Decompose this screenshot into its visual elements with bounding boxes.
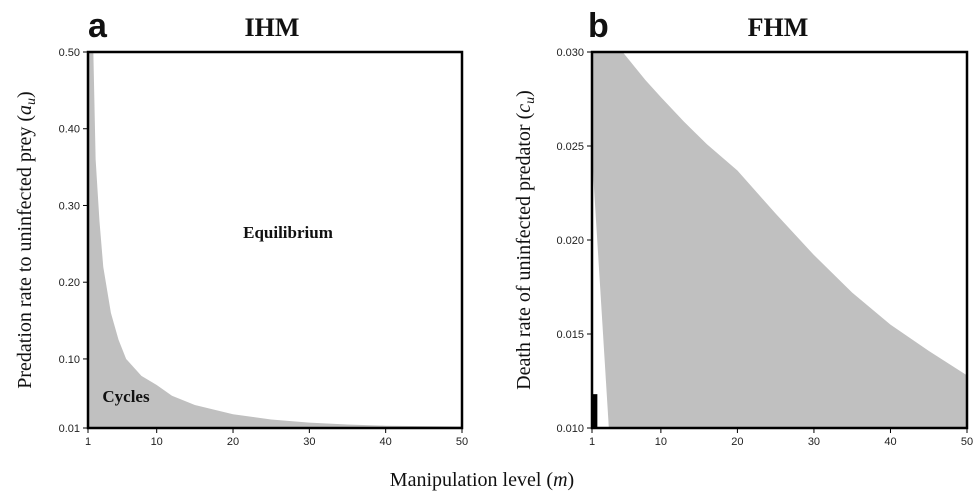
- panel-b-title: FHM: [748, 13, 809, 42]
- panel-b-ticks: 1 10 20 30 40 50 0.010 0.015 0.020 0.025 0.030: [556, 47, 973, 448]
- a-ytick-label: 0.20: [59, 277, 80, 289]
- panel-a-ylabel: Predation rate to uninfected prey (au): [14, 91, 39, 388]
- panel-a-ticks: 1 10 20 30 40 50 0.01 0.10 0.20 0.30 0.40 0.50: [59, 47, 469, 448]
- region-label-cycles: Cycles: [102, 387, 150, 406]
- a-xtick-label: 30: [303, 436, 315, 448]
- black-region-bar: [592, 394, 598, 428]
- a-ytick-label: 0.50: [59, 47, 80, 59]
- a-ytick-label: 0.01: [59, 423, 80, 435]
- a-ytick-label: 0.10: [59, 354, 80, 366]
- panel-a-ylabel-var: a: [14, 105, 36, 115]
- b-xtick-label: 1: [589, 436, 595, 448]
- panel-b-ylabel-text: Death rate of uninfected predator: [513, 124, 535, 390]
- b-xtick-label: 40: [884, 436, 896, 448]
- shared-xlabel: Manipulation level (m): [390, 469, 574, 491]
- panel-a-ylabel-sub: u: [24, 98, 39, 105]
- b-ytick-label: 0.010: [556, 423, 584, 435]
- panel-a: a IHM 1 10 20 30 40 50 0.01 0.10 0.20 0.30 0.40 0.5…: [14, 7, 468, 448]
- a-xtick-label: 1: [85, 436, 91, 448]
- a-ytick-label: 0.40: [59, 124, 80, 136]
- a-plot-frame: [86, 50, 464, 430]
- shared-xlabel-text: Manipulation level: [390, 469, 542, 491]
- panel-b-plot-area: [590, 50, 969, 430]
- panel-a-title: IHM: [245, 13, 300, 42]
- panel-a-letter: a: [88, 7, 108, 45]
- b-xtick-label: 20: [731, 436, 743, 448]
- a-xtick-label: 10: [151, 436, 163, 448]
- a-ytick-label: 0.30: [59, 200, 80, 212]
- panel-b: b FHM 1 10 20 30 40 50 0.010 0.015 0.020 0.025 0.0…: [513, 7, 973, 448]
- b-ytick-label: 0.015: [556, 329, 584, 341]
- b-ytick-label: 0.025: [556, 141, 584, 153]
- panel-a-ylabel-text: Predation rate to uninfected prey: [14, 127, 36, 389]
- a-xtick-label: 50: [456, 436, 468, 448]
- a-xtick-label: 20: [227, 436, 239, 448]
- b-xtick-label: 30: [808, 436, 820, 448]
- panel-b-ylabel-sub: u: [523, 97, 538, 104]
- b-ytick-label: 0.020: [556, 235, 584, 247]
- b-ytick-label: 0.030: [556, 47, 584, 59]
- b-xtick-label: 50: [961, 436, 973, 448]
- panel-b-letter: b: [588, 7, 609, 45]
- panel-b-ylabel-var: c: [513, 104, 535, 113]
- panel-b-ylabel: Death rate of uninfected predator (cu): [513, 90, 538, 390]
- shared-xlabel-var: m: [553, 469, 567, 491]
- b-xtick-label: 10: [655, 436, 667, 448]
- grey-parameter-region: [592, 52, 967, 428]
- panel-a-plot-area: [86, 50, 464, 430]
- a-xtick-label: 40: [380, 436, 392, 448]
- region-label-equilibrium: Equilibrium: [243, 223, 333, 242]
- cycles-region: [88, 52, 462, 428]
